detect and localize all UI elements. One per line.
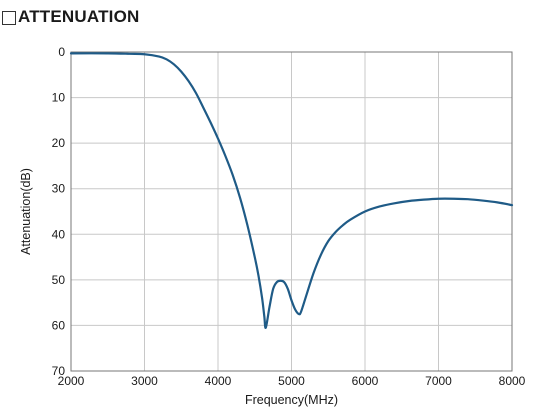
x-tick-label: 8000 — [499, 374, 526, 388]
attenuation-series-line — [69, 52, 514, 329]
y-tick-label: 0 — [58, 45, 65, 59]
x-tick-label: 7000 — [425, 374, 452, 388]
tick-labels: 2000 3000 4000 5000 6000 7000 8000 0 10 20 30 40 50 6… — [52, 45, 526, 388]
chart-title-row: ATTENUATION — [2, 6, 140, 28]
series — [69, 52, 514, 329]
x-tick-label: 6000 — [352, 374, 379, 388]
y-axis-label: Attenuation(dB) — [19, 168, 33, 255]
x-tick-label: 2000 — [58, 374, 85, 388]
grid — [71, 52, 512, 371]
y-tick-label: 10 — [52, 91, 66, 105]
x-axis-label: Frequency(MHz) — [245, 393, 338, 407]
y-tick-label: 40 — [52, 227, 66, 241]
x-tick-label: 4000 — [205, 374, 232, 388]
chart-title: ATTENUATION — [18, 7, 140, 26]
title-square-icon — [2, 10, 16, 25]
y-tick-label: 70 — [52, 364, 66, 378]
y-tick-label: 20 — [52, 136, 66, 150]
x-tick-label: 5000 — [278, 374, 305, 388]
plot-frame — [70, 51, 513, 372]
y-tick-label: 30 — [52, 182, 66, 196]
x-tick-label: 3000 — [131, 374, 158, 388]
y-tick-label: 50 — [52, 273, 66, 287]
y-tick-label: 60 — [52, 318, 66, 332]
